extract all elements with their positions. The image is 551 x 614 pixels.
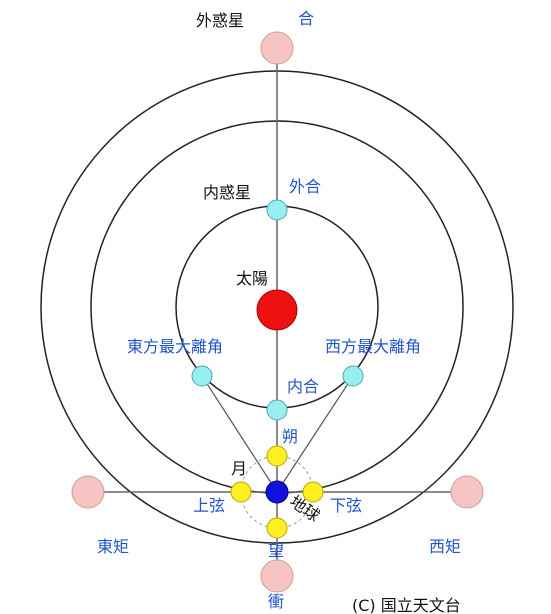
inner-planet-inferior-conjunction [266, 399, 288, 421]
inner-planet-superior-conjunction [266, 199, 288, 221]
inner-planet-label: 内惑星 [203, 183, 251, 202]
outer-planet-label: 外惑星 [196, 11, 244, 30]
copyright-text: (C) 国立天文台 [352, 596, 461, 614]
outer-planet-conjunction [260, 31, 294, 65]
outer-planet-western-quadrature [450, 475, 484, 509]
moon-label: 月 [231, 459, 247, 478]
new-moon-label: 朔 [282, 427, 298, 446]
moon-full [266, 517, 288, 539]
inferior-conjunction-label: 内合 [287, 377, 319, 396]
sun [256, 289, 298, 331]
sun-label: 太陽 [236, 269, 268, 288]
eastern-elongation-line [201, 375, 278, 493]
outer-planet-eastern-quadrature [71, 475, 105, 509]
opposition-label: 衝 [268, 592, 284, 611]
western-elongation-label: 西方最大離角 [325, 337, 421, 356]
western-quadrature-label: 西矩 [429, 537, 461, 556]
moon-last-quarter [302, 481, 324, 503]
moon-new [266, 445, 288, 467]
eastern-quadrature-label: 東矩 [97, 537, 129, 556]
first-quarter-label: 上弦 [193, 496, 225, 515]
superior-conjunction-label: 外合 [289, 177, 321, 196]
inner-planet-western-elongation [342, 365, 364, 387]
western-elongation-line [276, 375, 354, 493]
earth [265, 480, 289, 504]
conjunction-label: 合 [298, 9, 314, 28]
last-quarter-label: 下弦 [330, 496, 362, 515]
eastern-elongation-label: 東方最大離角 [127, 337, 223, 356]
moon-first-quarter [230, 481, 252, 503]
outer-planet-opposition [260, 559, 294, 593]
full-moon-label: 望 [268, 541, 284, 560]
inner-planet-eastern-elongation [191, 365, 213, 387]
